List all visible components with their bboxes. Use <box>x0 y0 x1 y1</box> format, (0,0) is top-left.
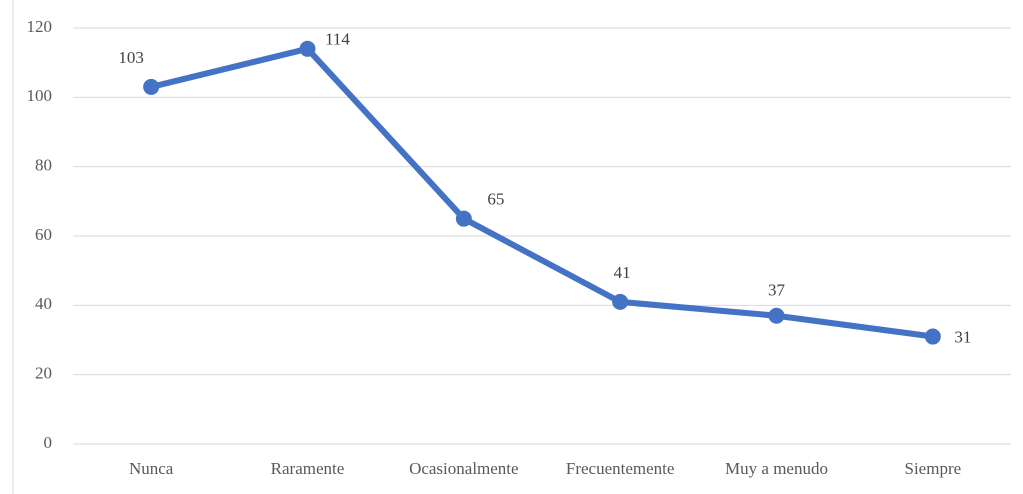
y-tick-label: 60 <box>35 225 52 244</box>
marker <box>612 293 629 310</box>
x-tick-label: Nunca <box>129 459 174 478</box>
marker <box>768 307 785 324</box>
y-tick-label: 20 <box>35 364 52 383</box>
data-label: 65 <box>487 190 504 209</box>
y-tick-label: 0 <box>44 433 53 452</box>
x-tick-label: Muy a menudo <box>725 459 828 478</box>
y-tick-label: 80 <box>35 156 52 175</box>
x-tick-label: Siempre <box>905 459 962 478</box>
data-label: 31 <box>954 327 971 346</box>
marker <box>143 78 160 95</box>
y-tick-label: 40 <box>35 294 52 313</box>
x-tick-label: Raramente <box>271 459 345 478</box>
data-label: 103 <box>118 48 144 67</box>
marker <box>924 328 941 345</box>
marker <box>455 210 472 227</box>
data-label: 41 <box>614 263 631 282</box>
line <box>150 45 934 340</box>
y-tick-label: 100 <box>27 86 53 105</box>
data-label: 37 <box>768 281 786 300</box>
x-tick-label: Ocasionalmente <box>409 459 519 478</box>
marker <box>299 40 316 57</box>
y-tick-label: 120 <box>27 17 53 36</box>
x-tick-label: Frecuentemente <box>566 459 675 478</box>
data-label: 114 <box>325 30 350 49</box>
